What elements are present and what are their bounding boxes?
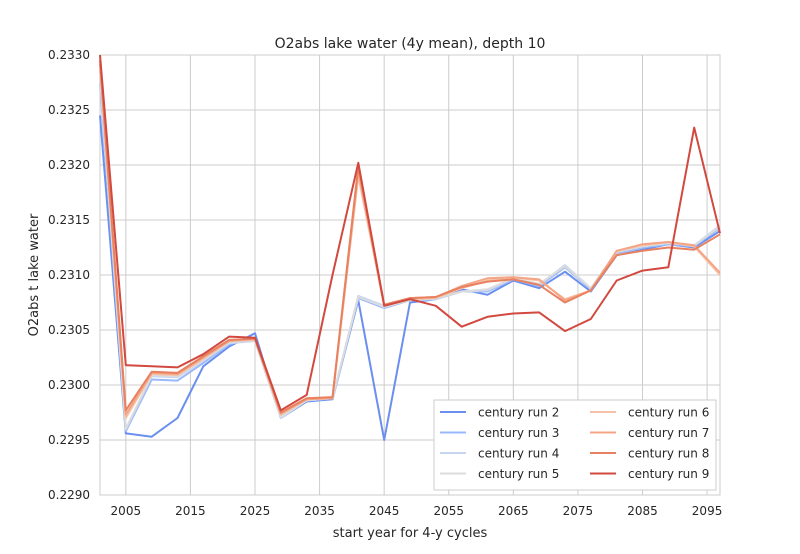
y-tick-label: 0.2310 xyxy=(48,268,90,282)
x-tick-label: 2085 xyxy=(627,504,658,518)
y-tick-label: 0.2290 xyxy=(48,488,90,502)
legend-label: century run 3 xyxy=(478,426,559,440)
y-tick-label: 0.2315 xyxy=(48,213,90,227)
x-tick-labels: 2005 2015 2025 2035 2045 2055 2065 2075 2085 2095 xyxy=(111,504,723,518)
legend-label: century run 8 xyxy=(628,447,709,461)
x-tick-label: 2095 xyxy=(692,504,723,518)
y-tick-labels: 0.2290 0.2295 0.2300 0.2305 0.2310 0.2315 0.23… xyxy=(48,48,90,502)
x-tick-label: 2025 xyxy=(240,504,271,518)
legend-label: century run 9 xyxy=(628,467,709,481)
legend-label: century run 7 xyxy=(628,426,709,440)
x-tick-label: 2005 xyxy=(111,504,142,518)
y-tick-label: 0.2300 xyxy=(48,378,90,392)
series-lines xyxy=(99,54,721,441)
legend-label: century run 6 xyxy=(628,406,709,420)
legend-label: century run 4 xyxy=(478,447,559,461)
series-line-9 xyxy=(99,54,721,412)
y-axis-label: O2abs t lake water xyxy=(27,213,42,336)
legend: century run 2 century run 3 century run 4 c… xyxy=(433,399,717,491)
chart-title: O2abs lake water (4y mean), depth 10 xyxy=(275,36,546,52)
x-tick-label: 2075 xyxy=(563,504,594,518)
y-tick-label: 0.2330 xyxy=(48,48,90,62)
x-tick-label: 2045 xyxy=(369,504,400,518)
y-tick-label: 0.2305 xyxy=(48,323,90,337)
y-tick-label: 0.2325 xyxy=(48,103,90,117)
x-tick-label: 2065 xyxy=(498,504,529,518)
legend-box xyxy=(433,399,717,491)
y-tick-label: 0.2295 xyxy=(48,433,90,447)
x-tick-label: 2035 xyxy=(304,504,335,518)
series-line-8 xyxy=(99,60,721,414)
y-tick-label: 0.2320 xyxy=(48,158,90,172)
x-axis-label: start year for 4-y cycles xyxy=(333,526,488,541)
legend-label: century run 5 xyxy=(478,467,559,481)
x-tick-label: 2015 xyxy=(175,504,206,518)
x-tick-label: 2055 xyxy=(433,504,464,518)
legend-label: century run 2 xyxy=(478,406,559,420)
